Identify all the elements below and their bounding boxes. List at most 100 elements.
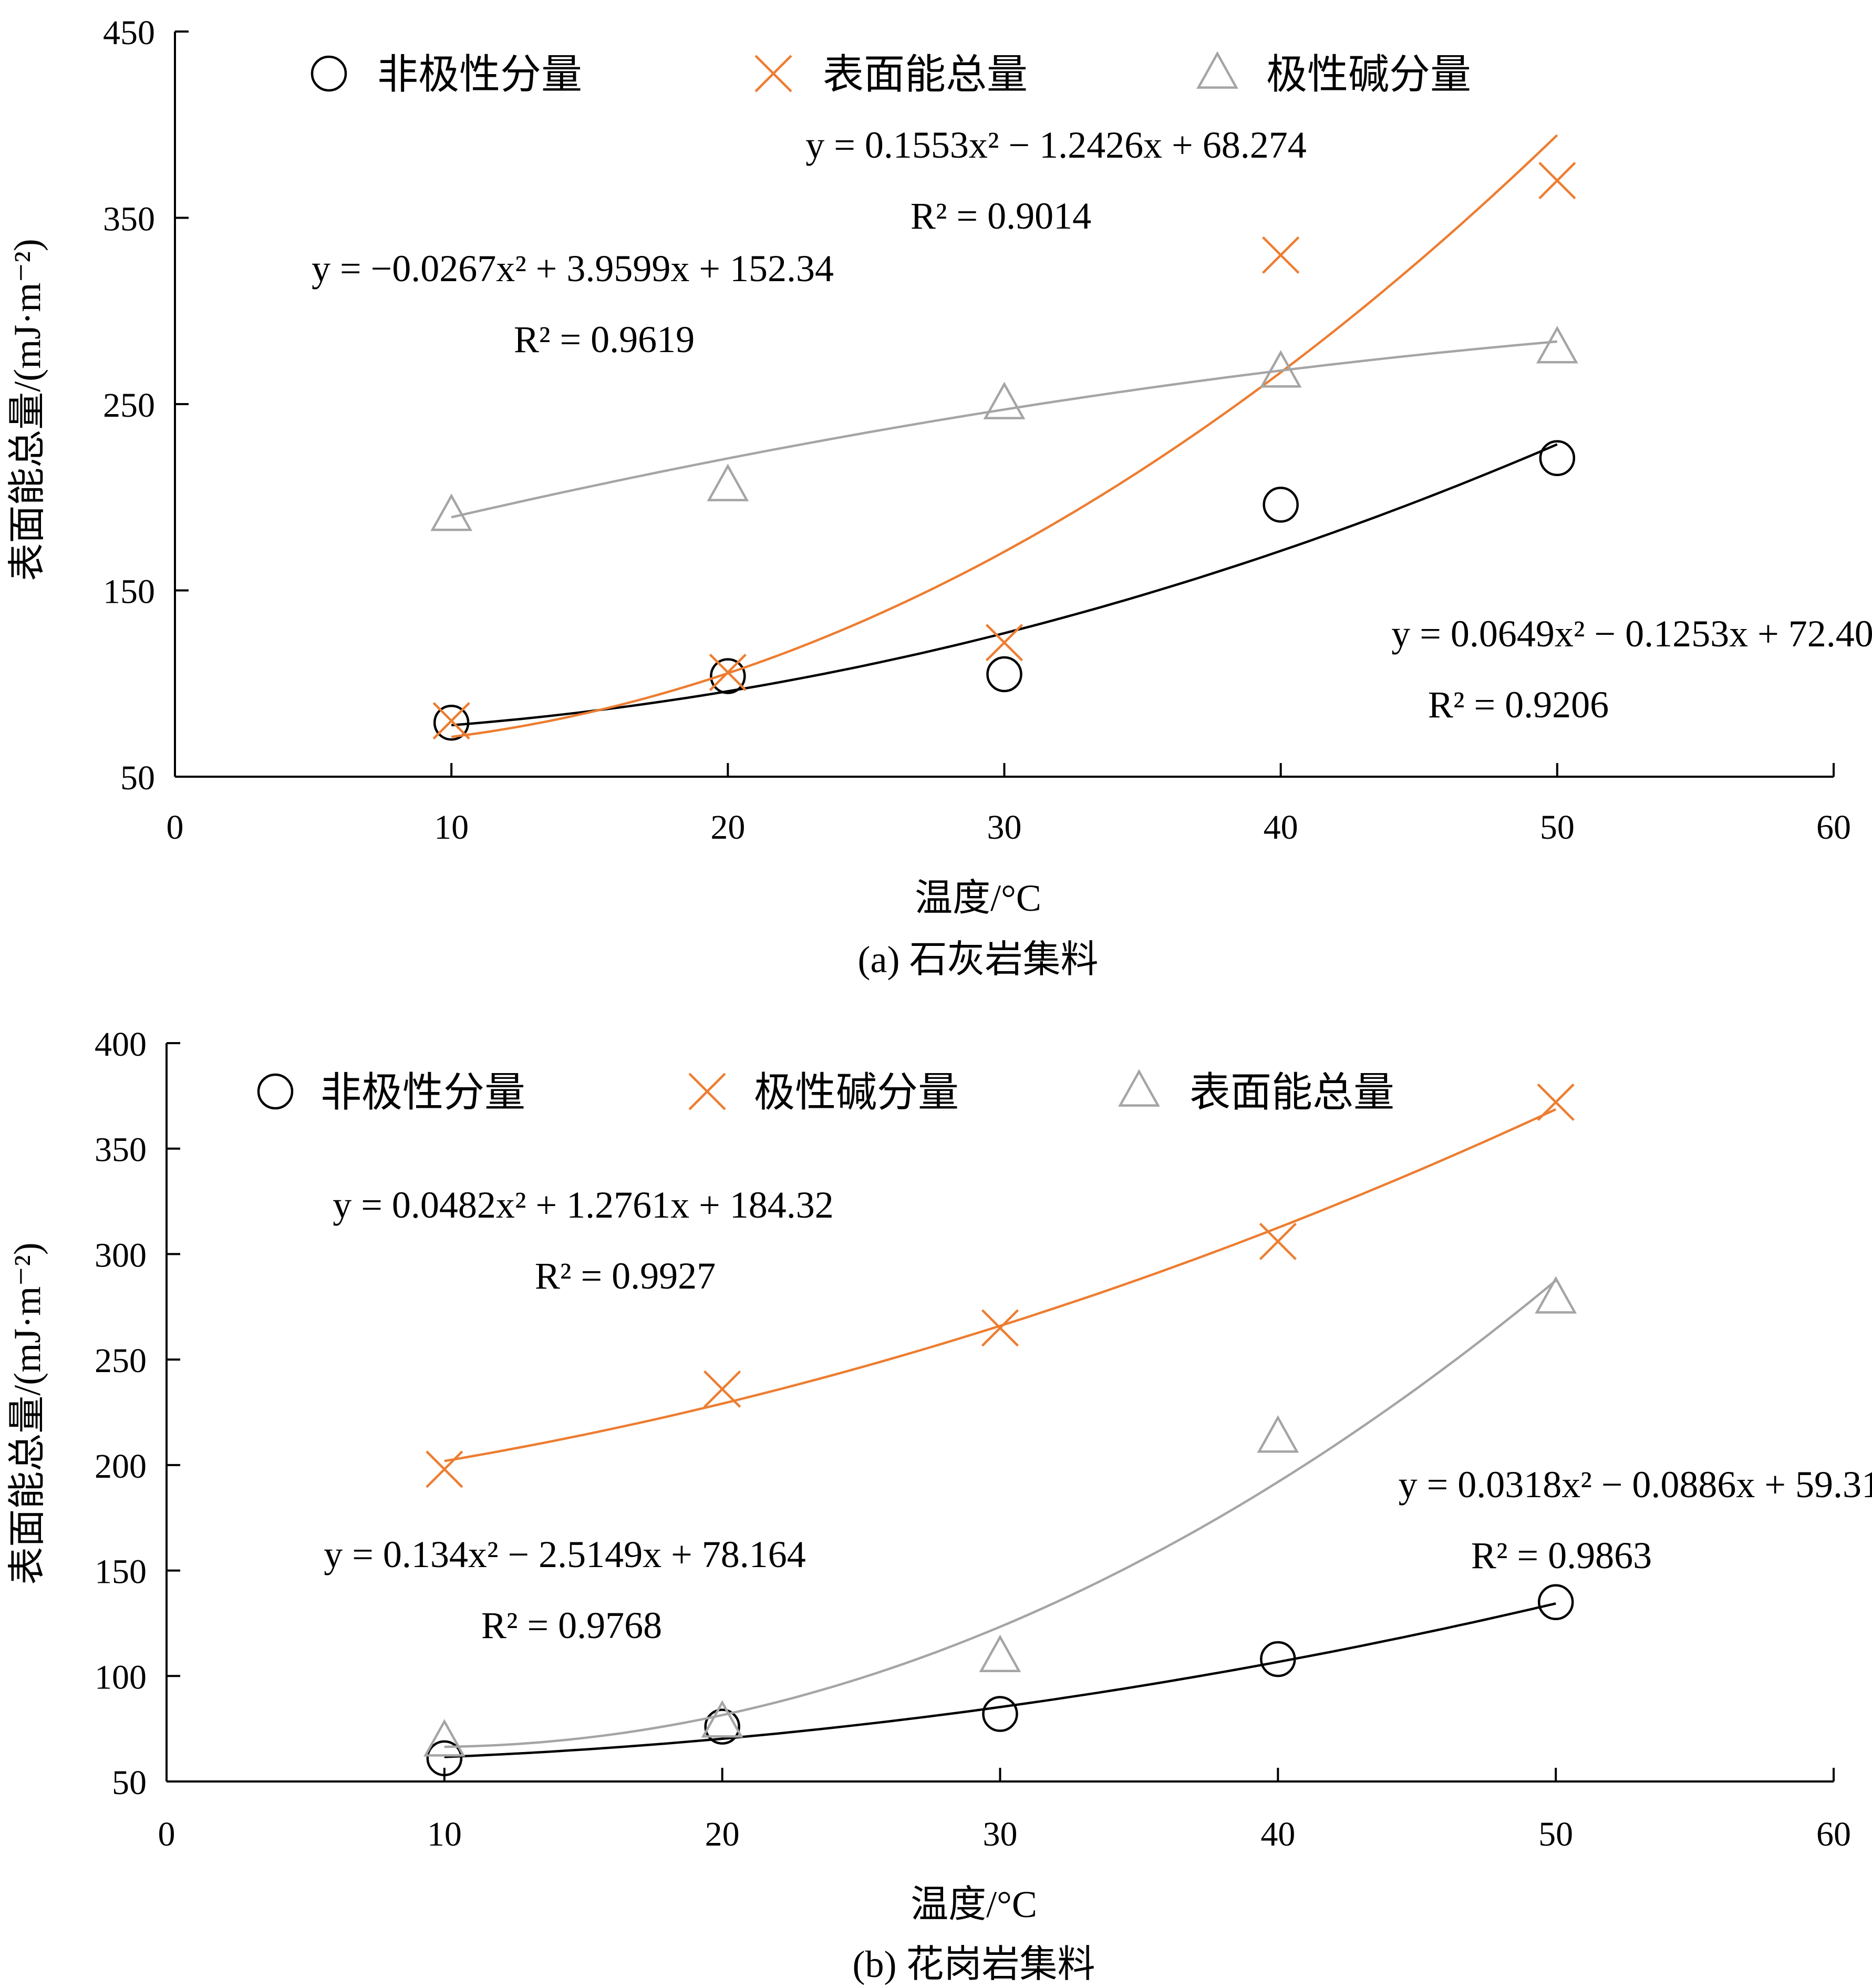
data-point: [1538, 162, 1576, 200]
data-point: [1539, 440, 1576, 477]
data-point: [1257, 1415, 1299, 1453]
trendline: [451, 134, 1558, 738]
x-tick-label: 50: [1540, 808, 1575, 847]
series-triangle: 极性碱分量 y = −0.0267x² + 3.9599x + 152.34 R² …: [312, 51, 1578, 531]
data-point: [1259, 1222, 1297, 1260]
x-tick-label: 60: [1816, 808, 1851, 847]
trendline: [444, 1280, 1557, 1748]
legend-label: 表面能总量: [823, 51, 1028, 97]
legend-marker: [1118, 1069, 1160, 1107]
r-squared-label: R² = 0.9768: [481, 1604, 662, 1646]
fit-equation: y = 0.134x² − 2.5149x + 78.164: [324, 1533, 805, 1575]
series-x: 极性碱分量 y = 0.0482x² + 1.2761x + 184.32 R² =…: [333, 1069, 1575, 1488]
data-point: [1259, 350, 1302, 388]
legend-marker: [257, 1073, 294, 1110]
data-point: [1535, 1276, 1577, 1314]
legend-label: 表面能总量: [1190, 1069, 1394, 1115]
data-point: [986, 656, 1022, 693]
data-point: [1260, 1641, 1296, 1677]
fit-equation: y = −0.0267x² + 3.9599x + 152.34: [312, 248, 834, 290]
chart-panel-b: 0 10 20 30 40 50 60 50 100 150 200 250 300 350 400 表面能总…: [6, 1025, 1872, 1985]
legend-marker: [688, 1073, 726, 1110]
series-triangle: 表面能总量 y = 0.134x² − 2.5149x + 78.164 R² = …: [324, 1069, 1577, 1757]
trendline: [444, 1108, 1557, 1462]
data-point: [710, 658, 746, 694]
legend-marker: [1196, 51, 1238, 89]
data-point: [423, 1719, 466, 1757]
fit-equation: y = 0.0318x² − 0.0886x + 59.311: [1399, 1464, 1872, 1506]
data-point: [1263, 487, 1299, 523]
data-point: [432, 702, 470, 740]
fit-equation: y = 0.1553x² − 1.2426x + 68.274: [805, 124, 1306, 166]
series-circle: 非极性分量 y = 0.0649x² − 0.1253x + 72.401 R² =…: [311, 51, 1872, 741]
x-tick-label: 50: [1538, 1815, 1573, 1853]
y-tick-label: 300: [95, 1236, 147, 1274]
y-tick-label: 100: [95, 1658, 147, 1696]
data-point: [979, 1634, 1021, 1673]
x-tick-label: 0: [167, 808, 184, 847]
panel-caption: (a) 石灰岩集料: [858, 939, 1099, 981]
data-point: [701, 1699, 743, 1738]
x-tick-label: 10: [434, 808, 469, 847]
legend-label: 非极性分量: [377, 51, 582, 97]
legend-marker: [754, 55, 792, 92]
data-point: [426, 1740, 463, 1777]
legend-label: 非极性分量: [320, 1069, 525, 1115]
y-tick-label: 50: [112, 1764, 147, 1802]
chart-panel-a: 0 10 20 30 40 50 60 50 150 250 350 450 表面能总量/(mJ·m⁻²…: [6, 14, 1872, 981]
series-circle: 非极性分量 y = 0.0318x² − 0.0886x + 59.311 R² =…: [257, 1069, 1872, 1777]
x-tick-label: 40: [1260, 1815, 1295, 1853]
r-squared-label: R² = 0.9927: [535, 1255, 716, 1297]
data-point: [433, 704, 470, 741]
trendline: [451, 340, 1558, 519]
x-tick-label: 20: [705, 1815, 740, 1853]
x-tick-label: 30: [987, 808, 1022, 847]
y-tick-label: 450: [103, 14, 155, 52]
legend-label: 极性碱分量: [754, 1069, 959, 1115]
y-tick-label: 200: [95, 1447, 147, 1486]
y-axis-title: 表面能总量/(mJ·m⁻²): [6, 1242, 48, 1585]
y-tick-label: 250: [103, 386, 155, 425]
data-point: [1536, 326, 1578, 364]
x-tick-label: 10: [427, 1815, 462, 1853]
x-tick-label: 30: [983, 1815, 1018, 1853]
y-tick-label: 150: [103, 573, 155, 611]
r-squared-label: R² = 0.9863: [1471, 1534, 1652, 1577]
y-axis-title: 表面能总量/(mJ·m⁻²): [6, 239, 48, 581]
y-tick-label: 350: [103, 200, 155, 239]
y-tick-label: 250: [95, 1342, 147, 1380]
data-point: [983, 382, 1026, 419]
trendline: [444, 1602, 1556, 1758]
r-squared-label: R² = 0.9619: [514, 318, 695, 360]
x-tick-label: 60: [1816, 1815, 1851, 1853]
data-point: [426, 1450, 463, 1488]
data-point: [704, 1370, 741, 1408]
y-tick-label: 150: [95, 1553, 147, 1591]
data-point: [709, 653, 747, 692]
x-axis-title: 温度/°C: [911, 1883, 1037, 1925]
data-point: [1537, 1083, 1575, 1121]
data-point: [707, 463, 749, 501]
series-x: 表面能总量 y = 0.1553x² − 1.2426x + 68.274 R² =…: [432, 51, 1576, 740]
data-point: [430, 493, 473, 531]
fit-equation: y = 0.0649x² − 0.1253x + 72.401: [1391, 613, 1872, 655]
panel-caption: (b) 花岗岩集料: [853, 1943, 1095, 1985]
legend-label: 极性碱分量: [1266, 51, 1471, 97]
x-tick-label: 0: [158, 1815, 175, 1853]
data-point: [985, 624, 1023, 662]
data-point: [1537, 1584, 1574, 1621]
x-tick-label: 40: [1264, 808, 1298, 847]
legend-marker: [311, 55, 347, 92]
y-tick-label: 400: [95, 1025, 147, 1064]
trendline: [451, 443, 1558, 727]
r-squared-label: R² = 0.9206: [1428, 684, 1609, 726]
x-tick-label: 20: [710, 808, 745, 847]
r-squared-label: R² = 0.9014: [911, 195, 1091, 237]
data-point: [704, 1708, 740, 1745]
y-tick-label: 350: [95, 1131, 147, 1169]
data-point: [1262, 236, 1300, 274]
data-point: [981, 1309, 1019, 1347]
fit-equation: y = 0.0482x² + 1.2761x + 184.32: [333, 1184, 833, 1226]
data-point: [982, 1696, 1018, 1732]
